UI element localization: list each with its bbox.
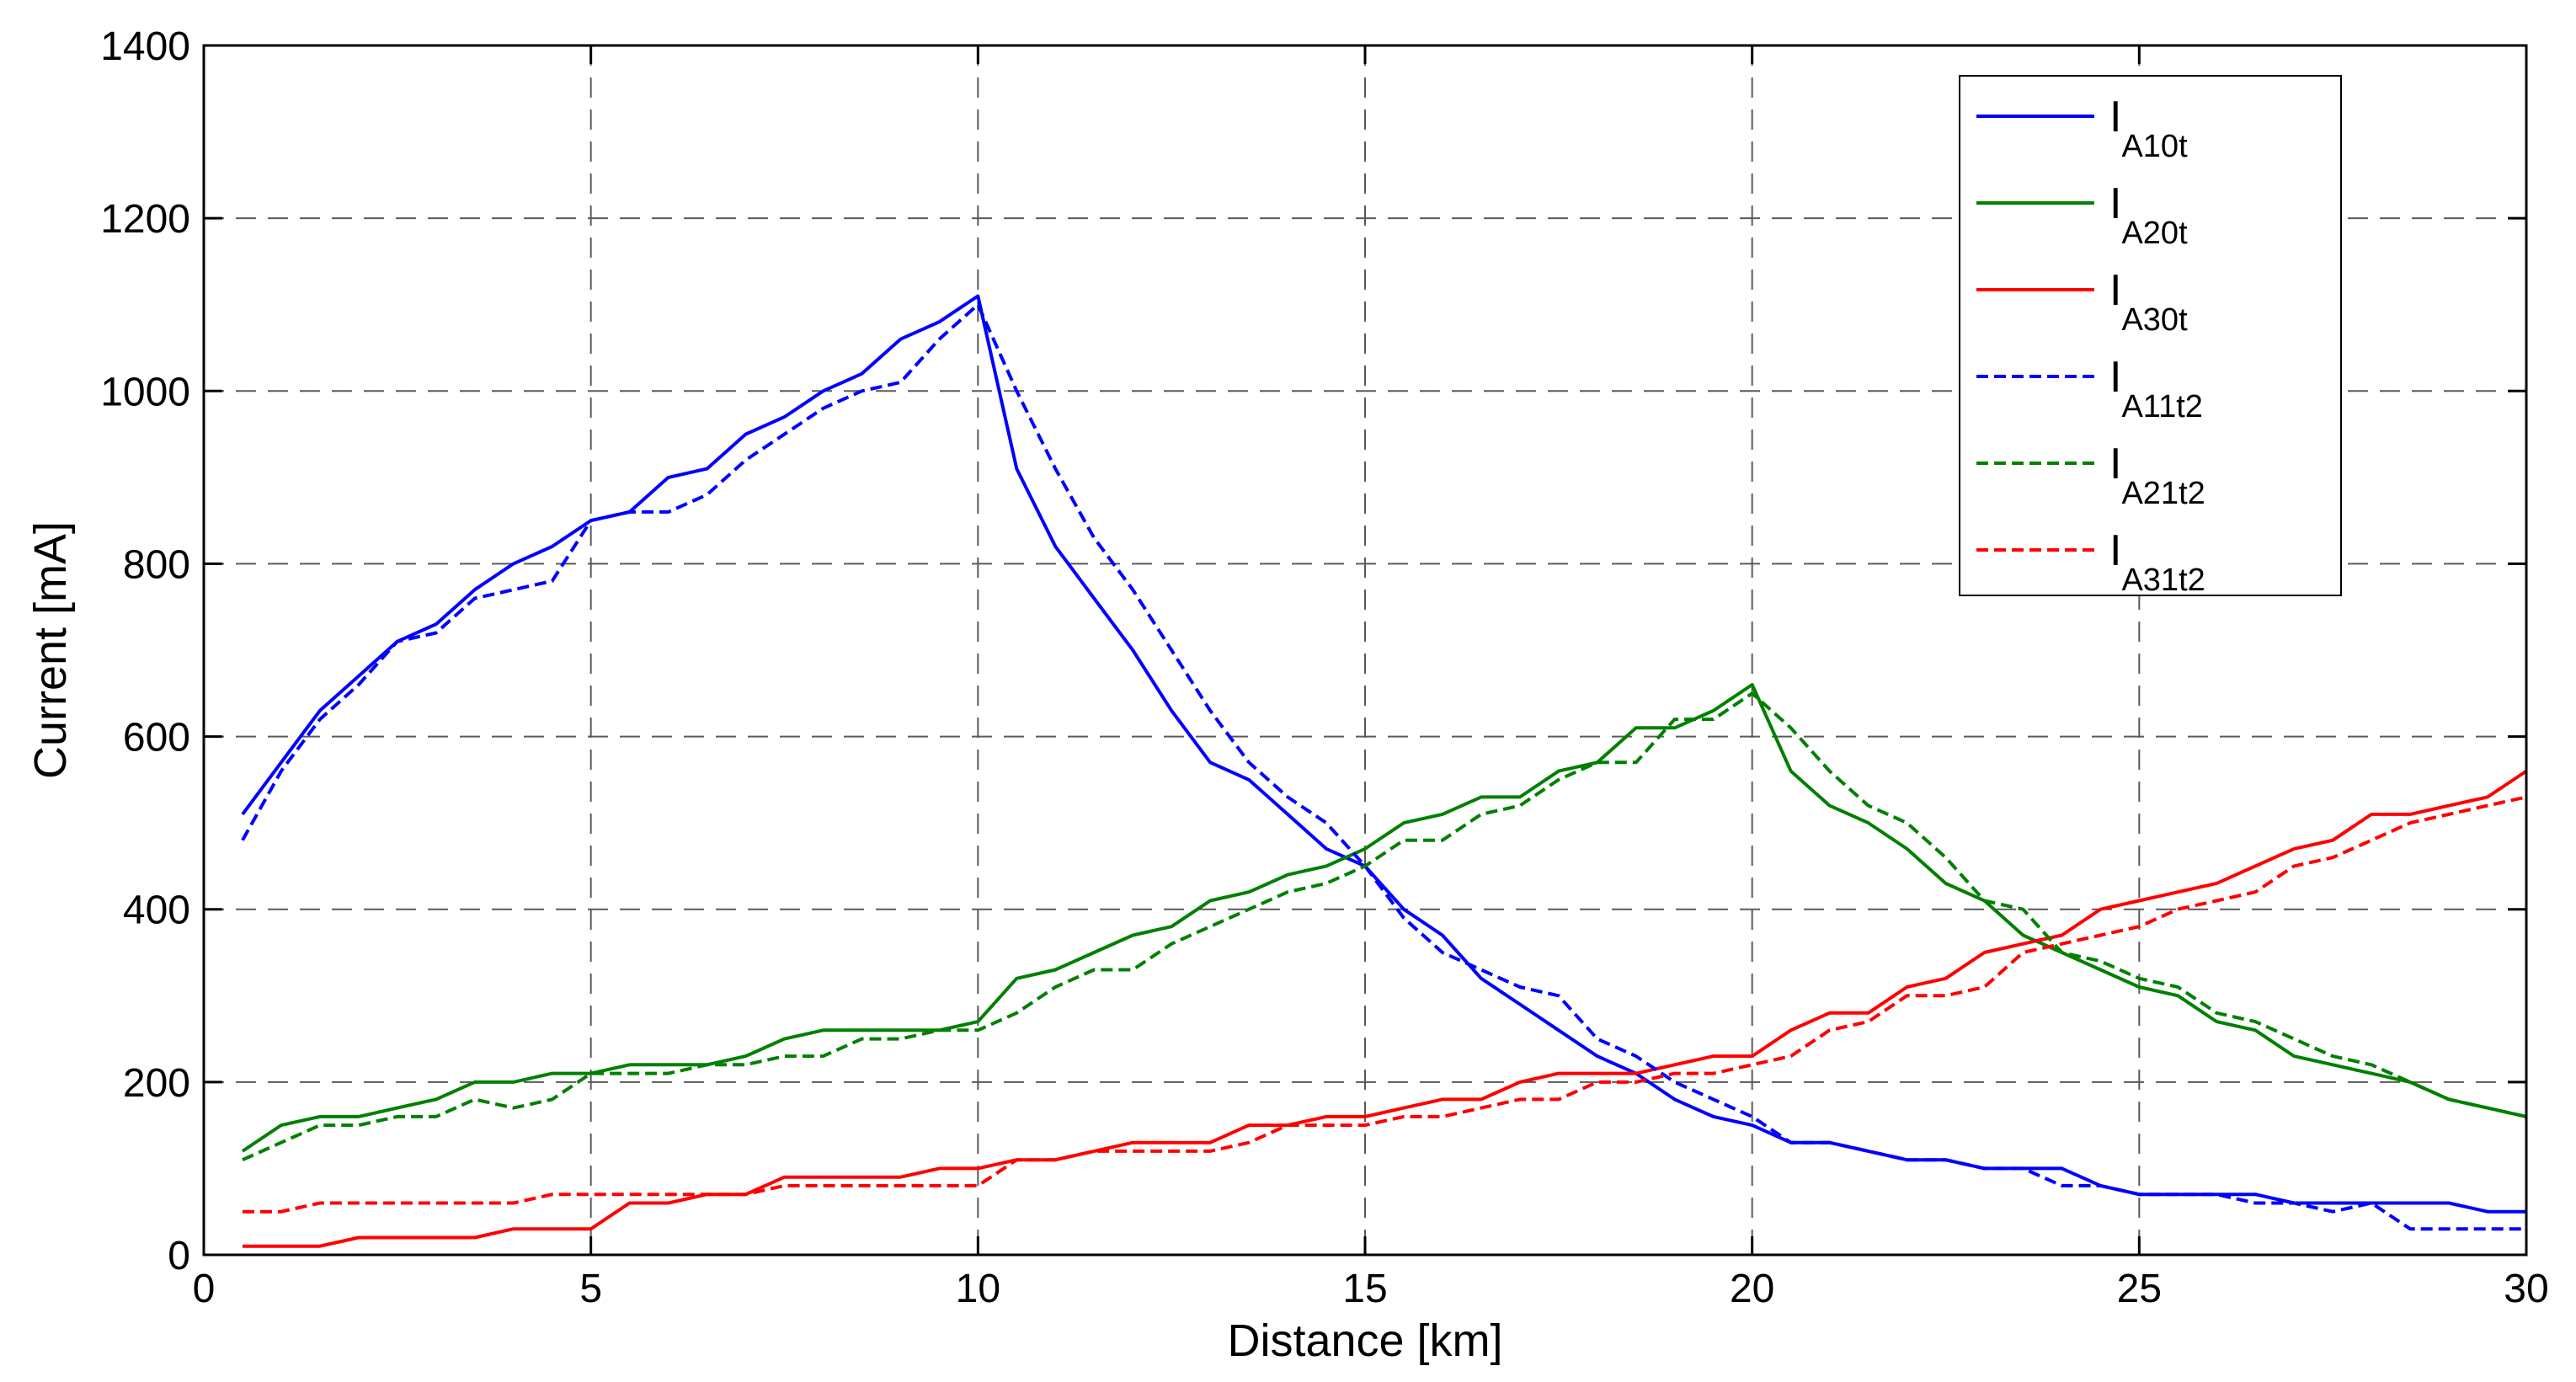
y-tick-label: 200 [123,1061,190,1106]
x-tick-label: 25 [2117,1267,2162,1311]
legend-label-a10t: IA10t [2109,93,2188,164]
legend-subscript: A11t2 [2121,389,2202,424]
legend-subscript: A30t [2121,302,2188,338]
legend-subscript: A20t [2121,216,2188,251]
series-line-a10t [241,294,2526,1214]
y-tick-label: 600 [123,716,190,760]
y-axis-label: Current [mA] [25,521,76,779]
y-tick-label: 1400 [100,24,190,69]
x-tick-label: 0 [193,1267,216,1311]
legend-subscript: A10t [2121,129,2188,164]
series-line-a30t [243,769,2528,1248]
legend-box [1959,75,2342,596]
series-line-a21t2 [242,691,2527,1162]
y-tick-label: 0 [168,1234,190,1278]
x-tick-label: 10 [956,1267,1000,1311]
x-axis-label: Distance [km] [1227,1315,1502,1366]
series-line-a20t [241,683,2527,1153]
y-tick-label: 400 [123,888,190,933]
x-tick-label: 15 [1342,1267,1387,1311]
axis-ticks: 0 5 10 15 20 25 30 0 200 400 600 800 1000 1200 1400 [100,24,2548,1311]
legend-subscript: A31t2 [2121,563,2205,598]
y-tick-label: 1200 [100,197,190,242]
x-tick-label: 30 [2504,1267,2548,1311]
y-tick-label: 1000 [100,370,190,414]
x-tick-label: 20 [1730,1267,1774,1311]
series-line-a31t2 [243,795,2527,1214]
x-tick-label: 5 [579,1267,602,1311]
series-lines [241,294,2528,1248]
legend-subscript: A21t2 [2121,476,2205,511]
y-tick-label: 800 [123,542,190,587]
